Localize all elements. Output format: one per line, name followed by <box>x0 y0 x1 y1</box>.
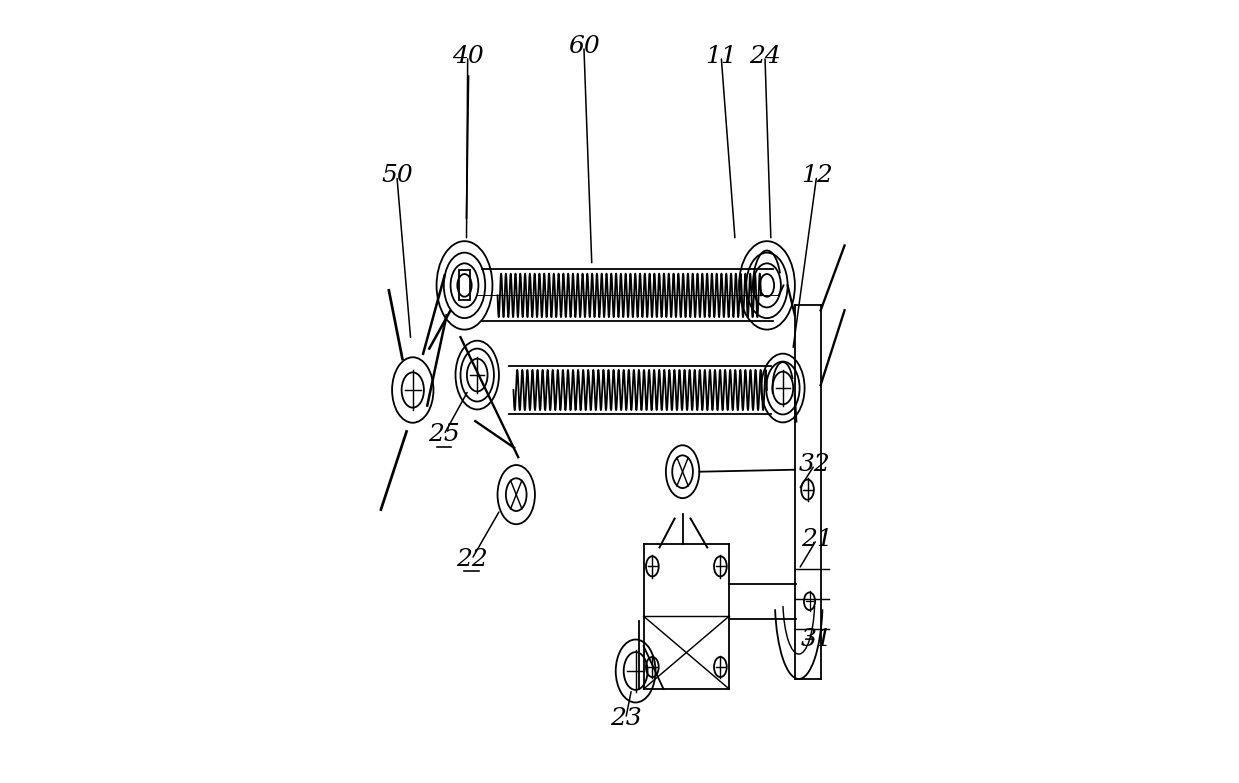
Bar <box>458 270 471 301</box>
Text: 25: 25 <box>427 424 460 446</box>
Text: 40: 40 <box>452 45 483 67</box>
Text: 24: 24 <box>750 45 781 67</box>
Text: 32: 32 <box>799 453 830 476</box>
Text: 11: 11 <box>705 45 737 67</box>
Text: 31: 31 <box>800 628 833 651</box>
Text: 22: 22 <box>456 548 487 571</box>
Text: 12: 12 <box>800 164 833 187</box>
Text: 23: 23 <box>610 707 642 731</box>
Text: 60: 60 <box>567 34 600 58</box>
Text: 50: 50 <box>380 164 413 187</box>
Text: 21: 21 <box>800 528 833 551</box>
